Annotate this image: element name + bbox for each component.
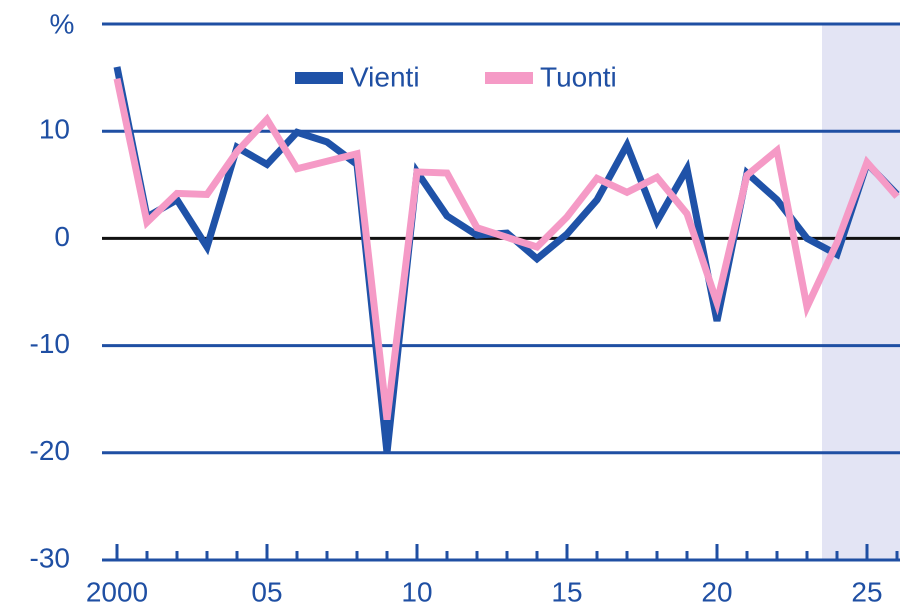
series-line (113, 66, 900, 454)
y-unit: % (50, 8, 75, 39)
x-tick-label: 2000 (86, 576, 148, 607)
forecast-region (822, 24, 900, 560)
x-tick-label: 20 (701, 576, 732, 607)
x-tick-label: 25 (851, 576, 882, 607)
y-tick-label: -20 (30, 435, 70, 466)
y-tick-label: 0 (54, 221, 70, 252)
y-tick-label: 10 (39, 114, 70, 145)
legend-label: Vienti (350, 61, 420, 92)
x-tick-label: 15 (551, 576, 582, 607)
x-tick-label: 10 (401, 576, 432, 607)
series-line (113, 77, 900, 420)
legend-label: Tuonti (540, 61, 617, 92)
y-tick-label: -30 (30, 542, 70, 573)
y-tick-label: -10 (30, 328, 70, 359)
x-tick-label: 05 (251, 576, 282, 607)
